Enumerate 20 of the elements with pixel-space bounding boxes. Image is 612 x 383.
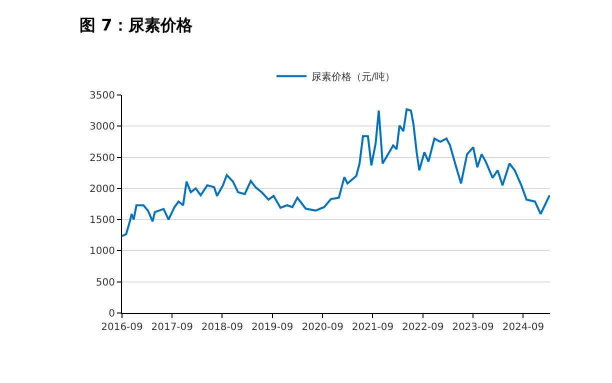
x-tick-label: 2019-09 xyxy=(251,322,294,333)
x-tick-label: 2017-09 xyxy=(151,322,194,333)
y-tick-label: 2000 xyxy=(90,184,115,195)
x-tick-label: 2024-09 xyxy=(502,322,544,333)
x-tick-label: 2023-09 xyxy=(452,322,494,333)
line-series xyxy=(122,108,550,238)
y-tick-label: 0 xyxy=(108,308,115,320)
y-tick-label: 500 xyxy=(96,277,115,288)
x-tick-label: 2021-09 xyxy=(352,322,394,333)
y-tick-label: 1000 xyxy=(90,246,115,258)
y-tick-label: 3500 xyxy=(90,90,115,102)
x-tick-label: 2018-09 xyxy=(201,322,244,333)
x-tick-label: 2020-09 xyxy=(302,322,344,333)
x-tick-label: 2022-09 xyxy=(402,322,444,333)
y-tick-label: 1500 xyxy=(90,215,115,226)
y-tick-label: 2500 xyxy=(90,152,115,164)
chart-title: 图 7：尿素价格 xyxy=(80,15,194,34)
y-tick-label: 3000 xyxy=(90,122,115,133)
x-tick-label: 2016-09 xyxy=(101,322,143,333)
legend-label: 尿素价格（元/吨） xyxy=(312,71,395,84)
